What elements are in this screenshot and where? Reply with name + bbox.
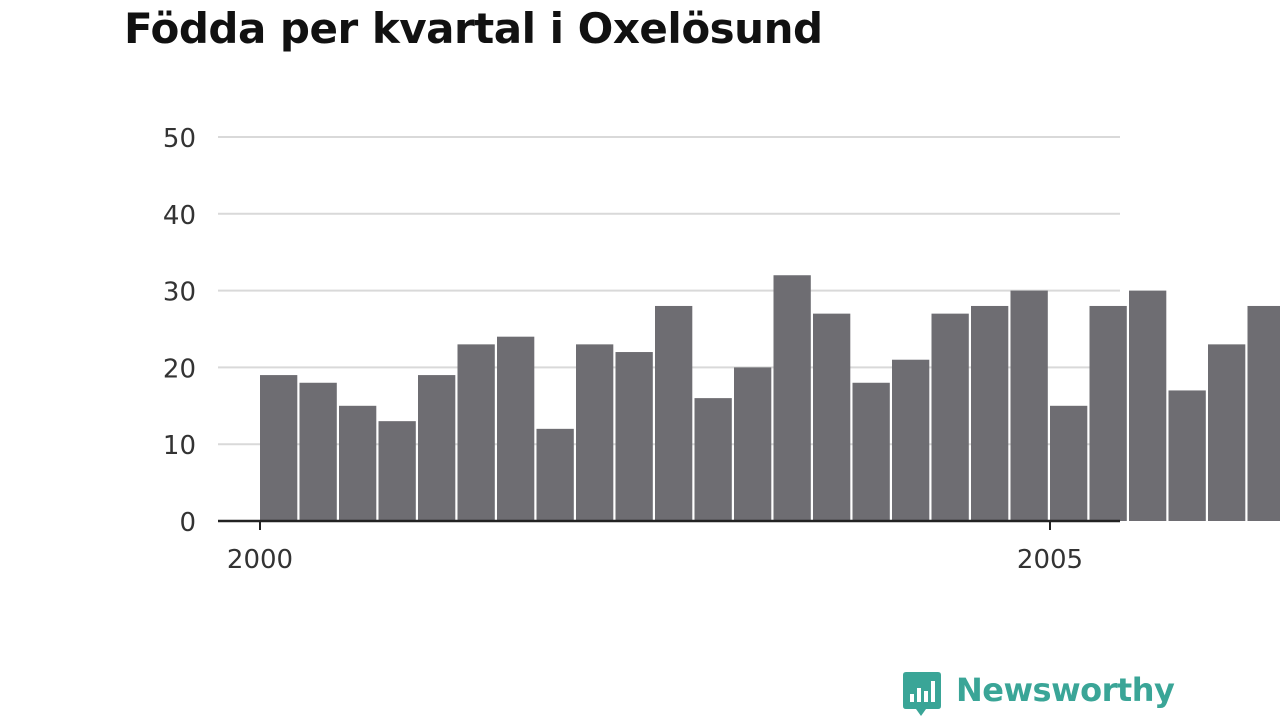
bar — [615, 352, 653, 521]
bar — [1208, 344, 1246, 521]
bar — [1247, 305, 1280, 521]
bar — [1050, 405, 1088, 521]
x-tick-label: 2005 — [1017, 545, 1083, 575]
bar — [299, 382, 337, 521]
bars — [260, 275, 1280, 521]
bar — [773, 275, 811, 521]
page-title: Födda per kvartal i Oxelösund — [124, 4, 823, 53]
bar — [1010, 290, 1048, 521]
bar — [536, 428, 574, 521]
y-tick-label: 50 — [163, 124, 196, 154]
newsworthy-brand: Newsworthy — [902, 668, 1175, 720]
bar — [457, 344, 495, 521]
bar — [378, 421, 416, 521]
y-tick-label: 20 — [163, 354, 196, 384]
y-tick-label: 0 — [179, 508, 196, 538]
bar — [1129, 290, 1167, 521]
bar — [655, 305, 693, 521]
y-tick-label: 30 — [163, 278, 196, 308]
y-tick-label: 40 — [163, 201, 196, 231]
brand-name: Newsworthy — [956, 671, 1175, 709]
bar — [260, 375, 298, 521]
bar — [1089, 305, 1127, 521]
x-tick-label: 2000 — [227, 545, 293, 575]
bar — [892, 359, 930, 521]
bar — [694, 398, 732, 521]
bar — [931, 313, 969, 521]
bar — [852, 382, 890, 521]
bar — [497, 336, 535, 521]
bar — [734, 367, 772, 521]
newsworthy-logo-icon — [903, 672, 941, 716]
bar — [1168, 390, 1206, 521]
bar — [576, 344, 614, 521]
bar — [339, 405, 377, 521]
bar — [813, 313, 851, 521]
y-tick-label: 10 — [163, 431, 196, 461]
bar — [418, 375, 456, 521]
bar — [971, 305, 1009, 521]
axes: 0102030405023200020052010201520202025 — [163, 124, 1120, 575]
